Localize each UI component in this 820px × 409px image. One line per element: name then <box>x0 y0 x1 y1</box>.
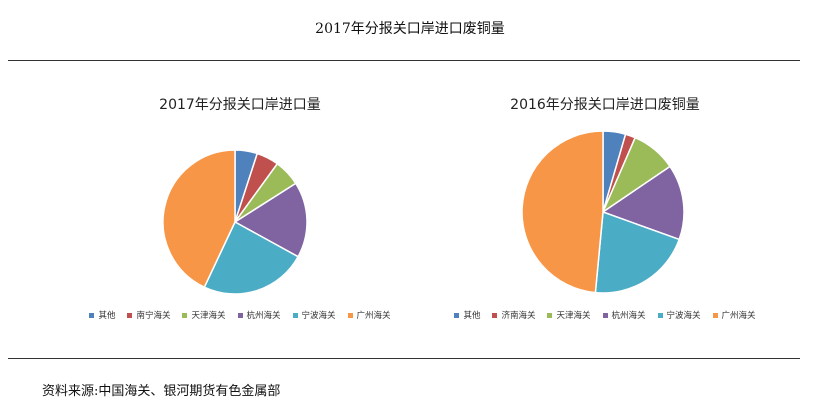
legend-swatch-2 <box>182 312 188 318</box>
pie-chart-2016: 2016年分报关口岸进口废铜量 其他 济南海关 天津海关 杭州海关 宁波海关 广州海关 <box>420 80 790 340</box>
legend-item-5: 广州海关 <box>347 309 391 321</box>
source-note: 资料来源:中国海关、银河期货有色金属部 <box>42 384 281 399</box>
legend-label-1: 南宁海关 <box>136 311 171 321</box>
pie-slice-4 <box>203 220 300 295</box>
legend-label-0: 其他 <box>98 311 116 321</box>
legend-label-2: 天津海关 <box>556 311 591 321</box>
legend-label-3: 杭州海关 <box>246 311 281 321</box>
legend-item-3: 杭州海关 <box>237 309 281 321</box>
legend-label-0: 其他 <box>463 311 481 321</box>
legend-2016: 其他 济南海关 天津海关 杭州海关 宁波海关 广州海关 <box>420 309 790 321</box>
top-divider <box>8 60 800 61</box>
legend-item-2: 天津海关 <box>182 309 226 321</box>
pie-slice-5 <box>162 149 236 289</box>
pie-chart-2017: 2017年分报关口岸进口量 其他 南宁海关 天津海关 杭州海关 宁波海关 广州海关 <box>55 80 425 340</box>
pie-svg-2017 <box>162 149 308 295</box>
legend-swatch-3 <box>237 312 243 318</box>
legend-label-3: 杭州海关 <box>611 311 646 321</box>
legend-swatch-1 <box>492 312 498 318</box>
legend-item-0: 其他 <box>89 309 115 321</box>
chart-title-2016: 2016年分报关口岸进口废铜量 <box>510 97 700 113</box>
legend-swatch-1 <box>127 312 133 318</box>
legend-item-5: 广州海关 <box>712 309 756 321</box>
pie-slice-3 <box>601 165 685 241</box>
legend-label-4: 宁波海关 <box>301 311 336 321</box>
legend-item-4: 宁波海关 <box>292 309 336 321</box>
legend-swatch-0 <box>454 312 460 318</box>
legend-item-3: 杭州海关 <box>602 309 646 321</box>
bottom-divider <box>8 358 800 359</box>
pie-slice-3 <box>233 182 308 258</box>
page-title: 2017年分报关口岸进口废铜量 <box>315 21 505 37</box>
chart-title-2017: 2017年分报关口岸进口量 <box>159 97 321 113</box>
legend-item-0: 其他 <box>454 309 480 321</box>
legend-label-2: 天津海关 <box>191 311 226 321</box>
legend-item-4: 宁波海关 <box>657 309 701 321</box>
legend-swatch-4 <box>657 312 663 318</box>
legend-label-5: 广州海关 <box>721 311 756 321</box>
legend-label-4: 宁波海关 <box>666 311 701 321</box>
legend-label-1: 济南海关 <box>501 311 536 321</box>
pie-svg-2016 <box>521 130 685 294</box>
legend-item-1: 济南海关 <box>492 309 535 321</box>
pie-slice-5 <box>521 130 604 294</box>
legend-swatch-5 <box>712 312 718 318</box>
legend-swatch-3 <box>602 312 608 318</box>
legend-item-1: 南宁海关 <box>127 309 170 321</box>
legend-item-2: 天津海关 <box>547 309 591 321</box>
legend-swatch-0 <box>89 312 95 318</box>
legend-swatch-4 <box>292 312 298 318</box>
legend-label-5: 广州海关 <box>356 311 391 321</box>
legend-2017: 其他 南宁海关 天津海关 杭州海关 宁波海关 广州海关 <box>55 309 425 321</box>
legend-swatch-2 <box>547 312 553 318</box>
pie-slice-4 <box>594 210 681 294</box>
legend-swatch-5 <box>347 312 353 318</box>
